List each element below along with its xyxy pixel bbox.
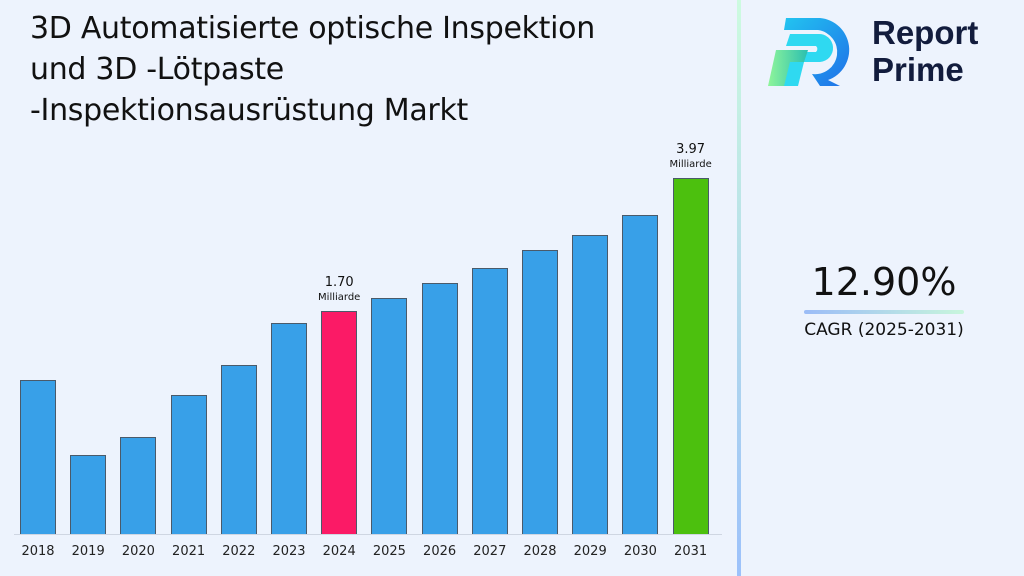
x-tick-label: 2028 (523, 544, 557, 559)
bar-2029 (572, 235, 609, 534)
x-tick-label: 2024 (322, 544, 356, 559)
bar-2025 (371, 298, 408, 534)
cagr-panel: 12.90% CAGR (2025-2031) (800, 258, 968, 340)
bar-2022 (220, 365, 257, 534)
x-tick-label: 2019 (71, 544, 105, 559)
brand-name-line-1: Report (872, 14, 979, 51)
chart-title: 3D Automatisierte optische Inspektion un… (30, 8, 710, 131)
bar-chart: 2018 2019 2020 2021 2022 2023 2024 1.70 Milliard… (14, 140, 724, 576)
bar-2020 (120, 437, 157, 534)
cagr-underline (804, 310, 964, 314)
x-tick-label: 2023 (272, 544, 306, 559)
bar-2031 (672, 178, 709, 534)
bar-2028 (522, 250, 558, 534)
bar-2027 (471, 268, 508, 534)
report-prime-logo: Report Prime (768, 14, 1008, 90)
value-label-2031: 3.97 Milliarde (651, 142, 731, 172)
bar-2030 (622, 215, 659, 534)
x-tick-label: 2020 (121, 544, 155, 559)
x-tick-label: 2030 (623, 544, 657, 559)
x-tick-label: 2018 (21, 544, 55, 559)
bar-2021 (170, 395, 207, 534)
brand-name-line-2: Prime (872, 51, 964, 88)
x-tick-label: 2026 (423, 544, 457, 559)
vertical-divider (737, 0, 741, 576)
value-unit: Milliarde (669, 159, 712, 170)
x-tick-label: 2025 (372, 544, 406, 559)
report-prime-logo-icon (768, 18, 850, 86)
cagr-value: 12.90% (811, 260, 957, 304)
x-tick-label: 2029 (573, 544, 607, 559)
bar-2026 (421, 283, 458, 534)
title-line-2: und 3D -Lötpaste (30, 52, 284, 87)
x-tick-label: 2021 (172, 544, 206, 559)
x-tick-label: 2031 (674, 544, 708, 559)
value-number: 1.70 (324, 275, 354, 290)
title-line-1: 3D Automatisierte optische Inspektion (30, 11, 595, 46)
title-line-3: -Inspektionsausrüstung Markt (30, 93, 468, 128)
bar-2024 (321, 311, 358, 534)
x-axis-line (14, 534, 722, 535)
value-label-2024: 1.70 Milliarde (299, 275, 379, 305)
bar-2018 (20, 380, 56, 534)
value-number: 3.97 (676, 142, 706, 157)
brand-name: Report Prime (872, 14, 978, 88)
x-tick-label: 2022 (222, 544, 256, 559)
value-unit: Milliarde (318, 292, 361, 303)
x-tick-label: 2027 (473, 544, 507, 559)
bar-2019 (70, 455, 107, 534)
bar-2023 (271, 323, 307, 534)
cagr-label: CAGR (2025-2031) (804, 320, 964, 340)
